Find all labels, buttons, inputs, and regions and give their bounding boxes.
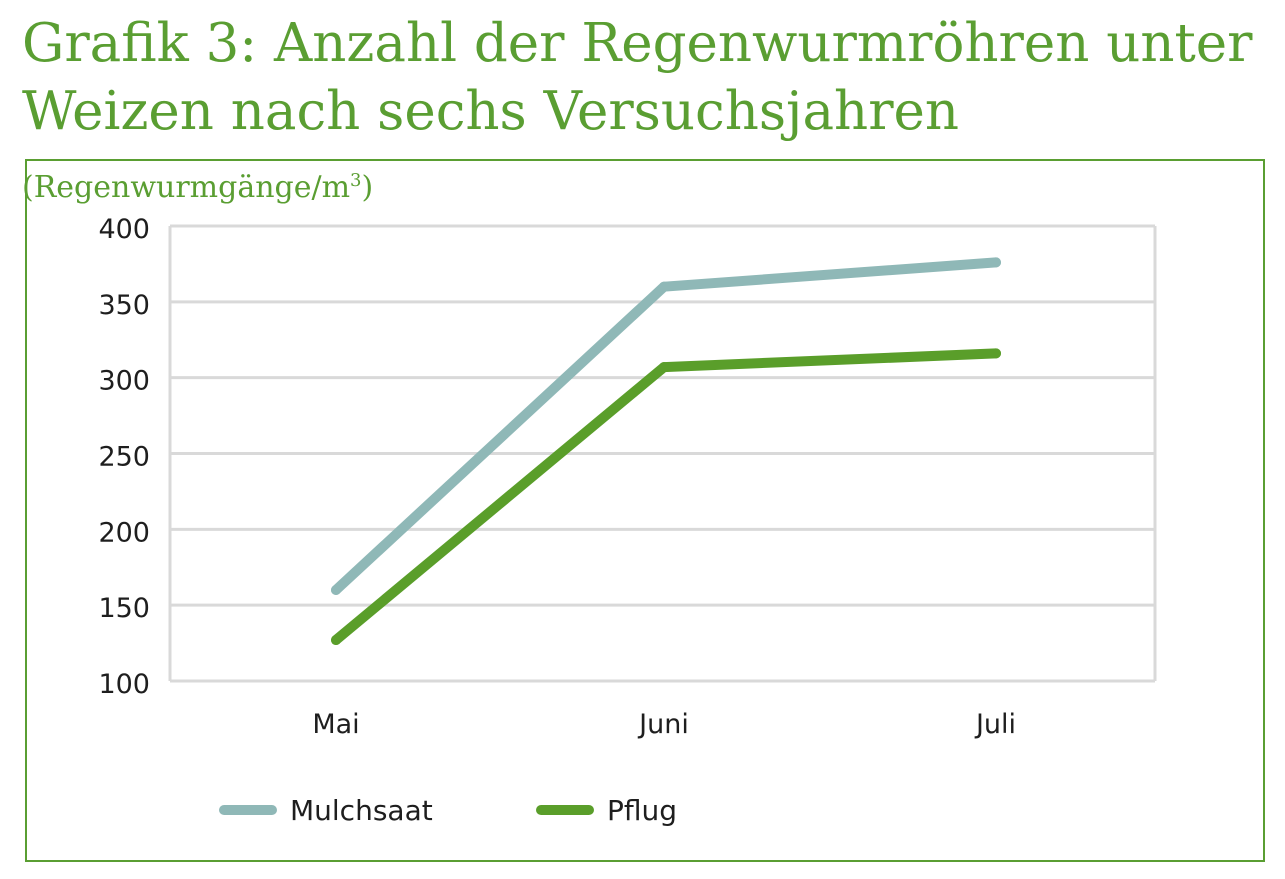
axes [168,226,1157,683]
chart-frame [25,159,1265,862]
y-tick-label: 200 [98,517,150,548]
title-unit-suffix: ) [361,170,374,205]
x-tick-label: Mai [312,709,359,740]
tick-labels: 100 150 200 250 300 350 400 Mai Juni Juli [98,214,1016,740]
data-point-mulchsaat [331,585,341,595]
x-tick-label: Juli [974,709,1016,740]
y-tick-label: 350 [98,290,150,321]
chart-title: Grafik 3: Anzahl der Regenwurmröhren unt… [22,10,1272,222]
series-lines [331,257,1001,646]
y-tick-label: 100 [98,669,150,700]
x-tick-label: Juni [637,709,689,740]
gridlines [170,224,1155,607]
data-point-pflug [991,348,1001,359]
y-tick-label: 400 [98,214,150,245]
y-tick-label: 300 [98,366,150,397]
title-line-1: Grafik 3: Anzahl der Regenwurmröhren unt… [22,13,1253,74]
y-tick-label: 250 [98,442,150,473]
title-line-2: Weizen nach sechs Versuchsjahren [22,81,960,142]
title-unit-superscript: 3 [350,170,362,191]
data-point-mulchsaat [991,257,1001,268]
y-tick-label: 150 [98,593,150,624]
data-point-mulchsaat [659,281,669,292]
title-unit: (Regenwurmgänge/m3) [22,170,373,205]
legend: Mulchsaat Pflug [219,794,677,827]
data-point-pflug [659,362,669,373]
title-unit-prefix: (Regenwurmgänge/m [22,170,351,205]
legend-label-pflug: Pflug [607,794,677,827]
series-line-mulchsaat [331,257,1001,595]
data-point-pflug [331,635,341,646]
legend-label-mulchsaat: Mulchsaat [290,794,433,827]
